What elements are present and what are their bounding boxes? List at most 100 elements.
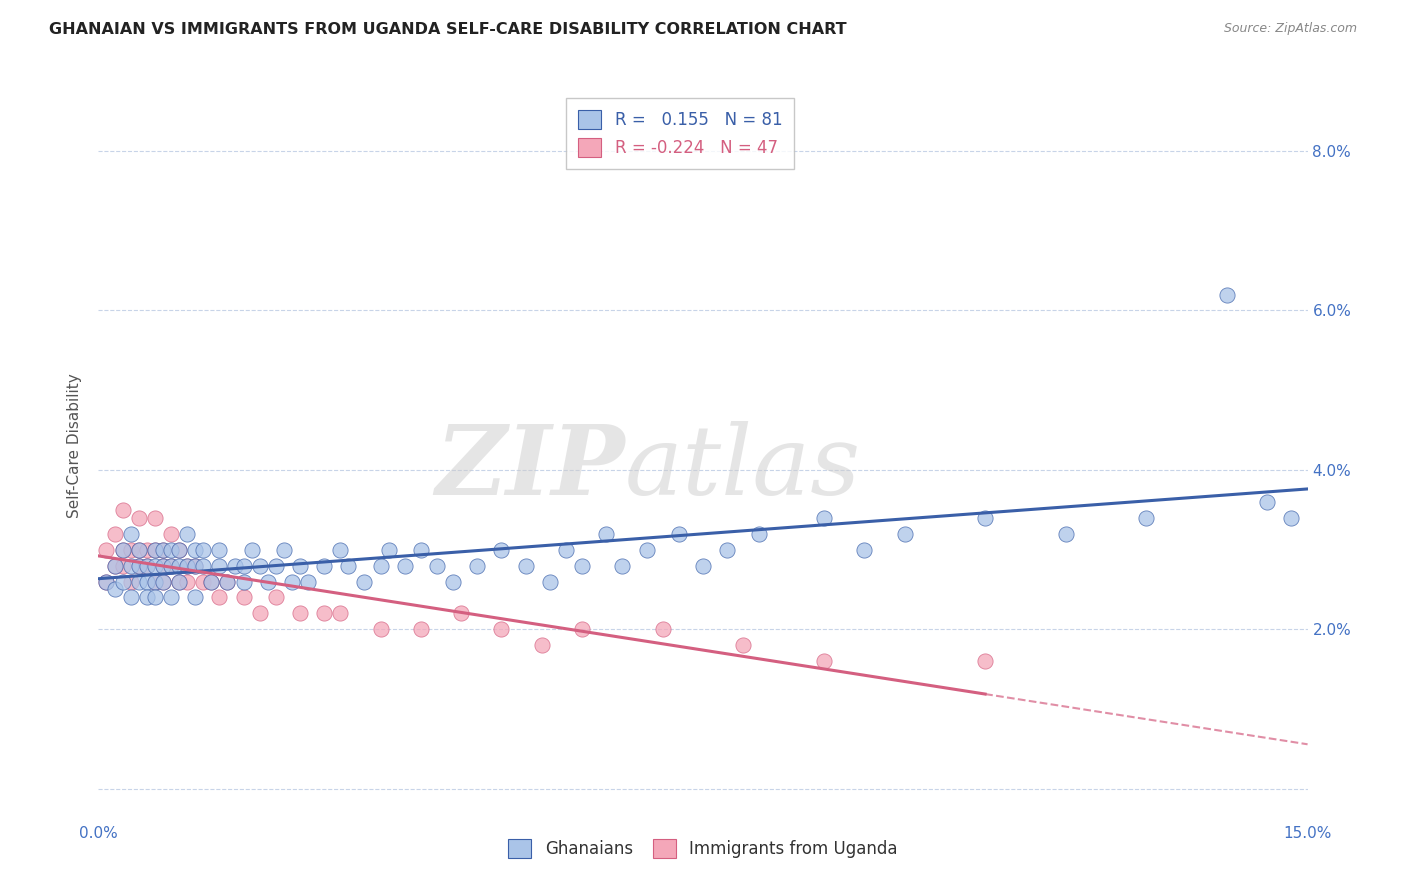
Point [135, 542, 157, 557]
Point [217, 574, 239, 589]
Point [441, 574, 464, 589]
Point [337, 558, 360, 573]
Point [409, 623, 432, 637]
Point [184, 542, 207, 557]
Point [1281, 510, 1303, 524]
Point [217, 574, 239, 589]
Point [612, 558, 634, 573]
Text: atlas: atlas [624, 422, 860, 516]
Point [193, 558, 215, 573]
Legend: Ghanaians, Immigrants from Uganda: Ghanaians, Immigrants from Uganda [502, 832, 904, 864]
Point [377, 542, 399, 557]
Point [200, 574, 222, 589]
Point [120, 574, 142, 589]
Point [297, 574, 319, 589]
Point [167, 542, 190, 557]
Text: GHANAIAN VS IMMIGRANTS FROM UGANDA SELF-CARE DISABILITY CORRELATION CHART: GHANAIAN VS IMMIGRANTS FROM UGANDA SELF-… [49, 22, 846, 37]
Point [273, 542, 295, 557]
Point [232, 591, 254, 605]
Point [329, 607, 352, 621]
Point [314, 558, 336, 573]
Point [224, 558, 246, 573]
Point [264, 591, 287, 605]
Point [128, 542, 150, 557]
Y-axis label: Self-Care Disability: Self-Care Disability [67, 374, 83, 518]
Point [193, 542, 215, 557]
Text: ZIP: ZIP [434, 422, 624, 516]
Point [184, 591, 207, 605]
Point [135, 591, 157, 605]
Point [143, 510, 166, 524]
Point [530, 638, 553, 652]
Point [160, 558, 183, 573]
Point [120, 558, 142, 573]
Point [176, 558, 198, 573]
Point [370, 558, 392, 573]
Point [184, 558, 207, 573]
Point [111, 542, 134, 557]
Point [152, 542, 174, 557]
Point [1135, 510, 1157, 524]
Point [370, 623, 392, 637]
Point [249, 558, 271, 573]
Point [208, 558, 231, 573]
Point [120, 526, 142, 541]
Point [160, 542, 183, 557]
Point [208, 591, 231, 605]
Point [394, 558, 416, 573]
Point [974, 654, 997, 668]
Point [143, 542, 166, 557]
Point [160, 558, 183, 573]
Point [256, 574, 278, 589]
Point [450, 607, 472, 621]
Point [143, 574, 166, 589]
Point [167, 542, 190, 557]
Point [465, 558, 488, 573]
Point [128, 558, 150, 573]
Point [128, 510, 150, 524]
Point [152, 558, 174, 573]
Point [281, 574, 304, 589]
Point [111, 558, 134, 573]
Point [314, 607, 336, 621]
Point [748, 526, 770, 541]
Point [143, 591, 166, 605]
Point [111, 542, 134, 557]
Point [555, 542, 578, 557]
Point [200, 574, 222, 589]
Point [135, 558, 157, 573]
Point [1216, 287, 1239, 301]
Point [491, 623, 513, 637]
Point [167, 558, 190, 573]
Point [128, 574, 150, 589]
Point [193, 574, 215, 589]
Point [1054, 526, 1077, 541]
Point [692, 558, 714, 573]
Point [120, 591, 142, 605]
Point [668, 526, 690, 541]
Point [143, 558, 166, 573]
Point [103, 526, 125, 541]
Point [813, 654, 835, 668]
Point [128, 558, 150, 573]
Point [103, 582, 125, 597]
Point [353, 574, 375, 589]
Point [571, 558, 593, 573]
Point [288, 607, 311, 621]
Point [409, 542, 432, 557]
Point [160, 526, 183, 541]
Point [595, 526, 617, 541]
Point [176, 558, 198, 573]
Point [288, 558, 311, 573]
Point [249, 607, 271, 621]
Point [103, 558, 125, 573]
Point [143, 542, 166, 557]
Point [143, 574, 166, 589]
Point [974, 510, 997, 524]
Point [240, 542, 263, 557]
Point [111, 574, 134, 589]
Point [120, 542, 142, 557]
Point [515, 558, 537, 573]
Point [426, 558, 449, 573]
Point [96, 574, 118, 589]
